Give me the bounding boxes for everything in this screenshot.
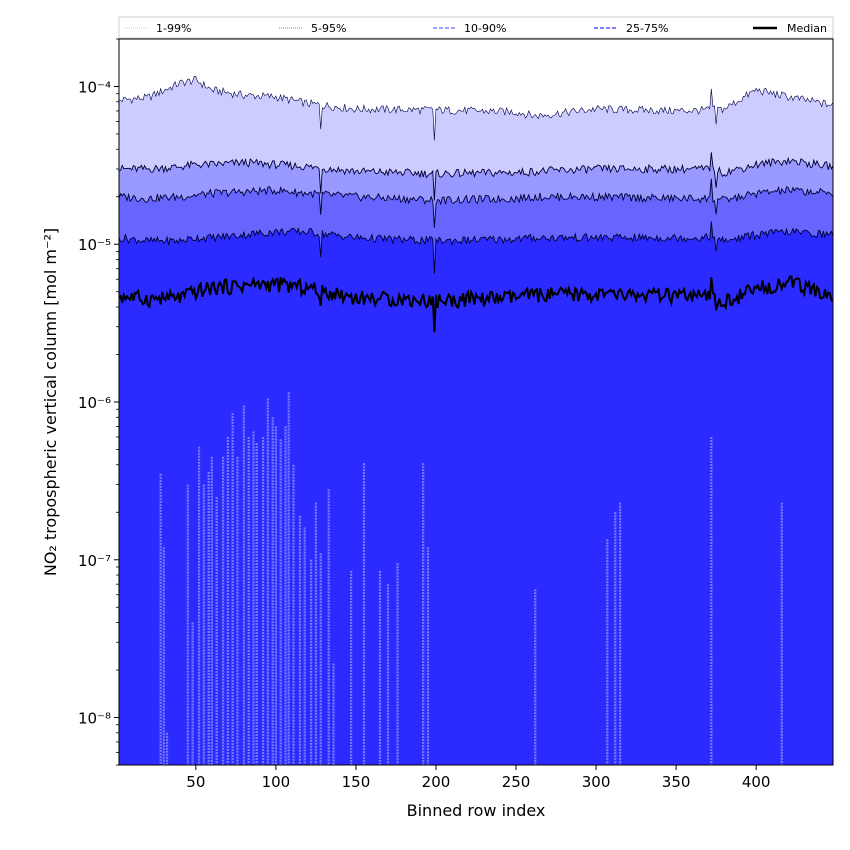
y-axis: 10⁻⁸ 10⁻⁷ 10⁻⁶ 10⁻⁵ 10⁻⁴ [78,38,119,766]
y-tick-label: 10⁻⁴ [78,78,111,96]
band-25-75 [119,221,833,765]
y-tick-label: 10⁻⁷ [78,552,111,570]
x-axis-label: Binned row index [407,801,546,820]
x-tick-label-250: 250 [502,773,531,791]
median-line [119,275,833,333]
legend-label: Median [787,22,827,35]
x-tick-label-100: 100 [262,773,291,791]
y-tick-label: 10⁻⁶ [78,394,111,412]
x-tick-label-350: 350 [662,773,691,791]
legend-label: 25-75% [626,22,668,35]
x-axis: 50 100 150 200 250 300 350 400 [186,765,770,791]
y-tick-label: 10⁻⁸ [78,710,111,728]
spike-group [159,392,783,765]
x-tick-label-150: 150 [342,773,371,791]
x-tick-label-400: 400 [742,773,771,791]
plot-area [119,76,833,765]
x-tick-label-300: 300 [582,773,611,791]
legend: 1-99% 5-95% 10-90% 25-75% Median [118,16,834,39]
legend-label: 5-95% [311,22,346,35]
legend-label: 10-90% [464,22,506,35]
legend-label: 1-99% [156,22,191,35]
x-tick-label-200: 200 [422,773,451,791]
legend-box [118,16,834,39]
y-tick-label: 10⁻⁵ [78,236,111,254]
x-tick-label-50: 50 [186,773,205,791]
y-axis-label: NO₂ tropospheric vertical column [mol m⁻… [41,228,60,576]
